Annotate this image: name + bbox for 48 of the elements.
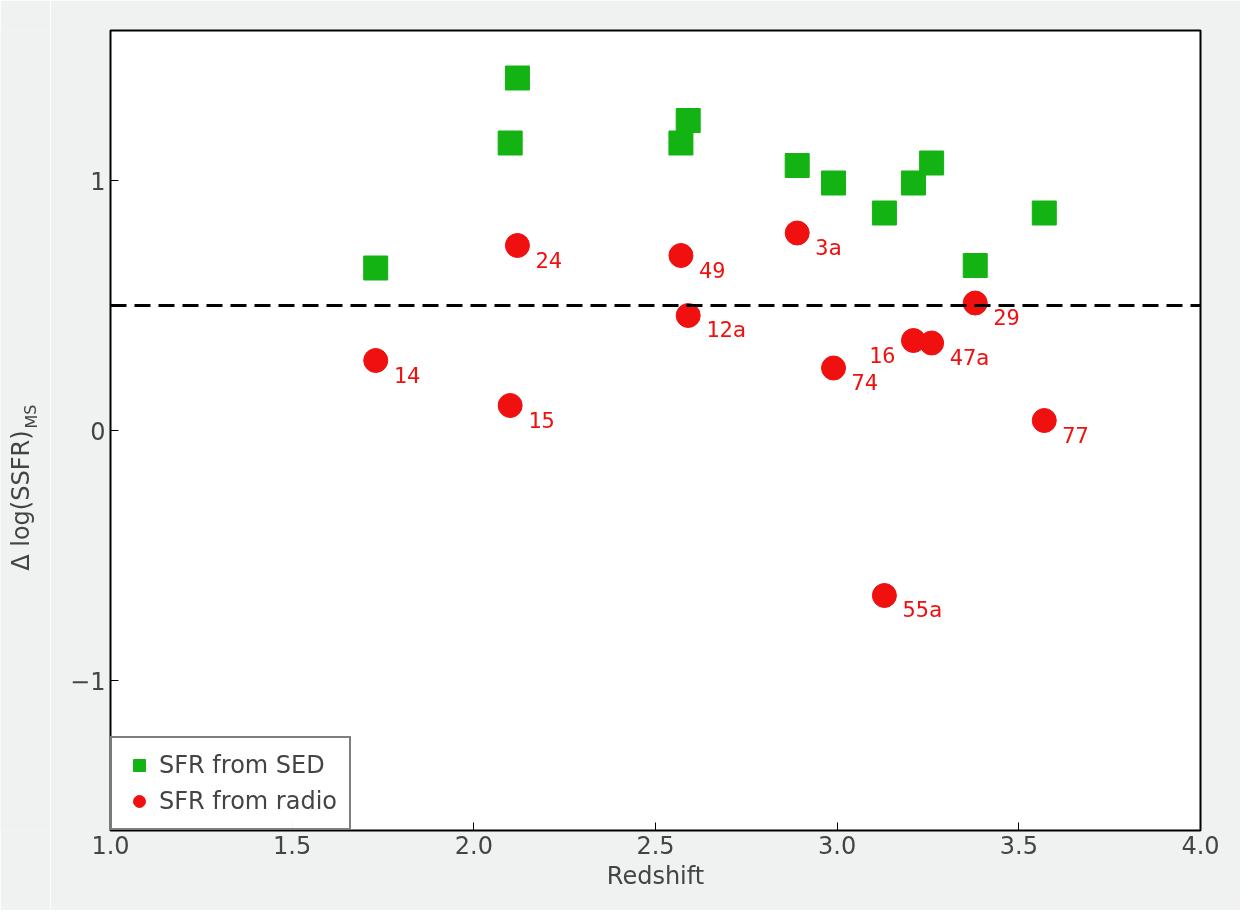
annotation: 29 xyxy=(993,305,1020,330)
point xyxy=(821,355,847,381)
x-tick-label: 4.0 xyxy=(1181,831,1220,860)
y-tick-label: 0 xyxy=(90,417,106,446)
annotation: 15 xyxy=(528,407,555,433)
x-tick-label: 2.5 xyxy=(636,831,675,860)
point xyxy=(504,65,530,91)
point xyxy=(821,170,847,196)
point xyxy=(497,393,523,418)
point xyxy=(497,130,523,156)
annotation: 14 xyxy=(393,362,421,388)
point xyxy=(784,153,810,178)
annotation: 77 xyxy=(1062,422,1089,448)
point xyxy=(504,233,530,258)
annotation: 16 xyxy=(868,342,896,368)
annotation: 12a xyxy=(706,317,746,342)
legend-label: SFR from SED xyxy=(159,751,325,779)
x-tick-label: 2.0 xyxy=(454,831,493,860)
annotation: 55a xyxy=(902,597,943,622)
y-tick-label: −1 xyxy=(70,667,106,696)
point xyxy=(363,255,389,281)
x-tick-label: 3.5 xyxy=(999,831,1038,860)
legend-label: SFR from radio xyxy=(159,787,337,815)
point xyxy=(1031,200,1057,226)
point xyxy=(919,330,945,356)
point xyxy=(1031,408,1057,433)
point xyxy=(784,220,810,246)
y-axis-title: Δ log(SSFR)MS xyxy=(6,404,41,571)
annotation: 24 xyxy=(535,247,562,273)
x-tick-label: 3.0 xyxy=(818,831,857,860)
annotation: 74 xyxy=(851,370,879,395)
annotation: 47a xyxy=(949,344,990,370)
annotation: 3a xyxy=(815,234,842,260)
point xyxy=(675,303,701,328)
point xyxy=(668,243,694,268)
x-tick-label: 1.5 xyxy=(273,831,312,860)
point xyxy=(919,150,945,176)
point xyxy=(668,130,694,156)
x-axis-title: Redshift xyxy=(606,861,705,890)
point xyxy=(871,583,897,608)
point xyxy=(962,253,988,278)
y-tick-label: 1 xyxy=(90,167,106,196)
point xyxy=(900,170,926,196)
point xyxy=(675,108,701,133)
point xyxy=(363,348,389,373)
x-tick-label: 1.0 xyxy=(91,831,130,860)
annotation: 49 xyxy=(698,257,726,283)
point xyxy=(871,200,897,226)
